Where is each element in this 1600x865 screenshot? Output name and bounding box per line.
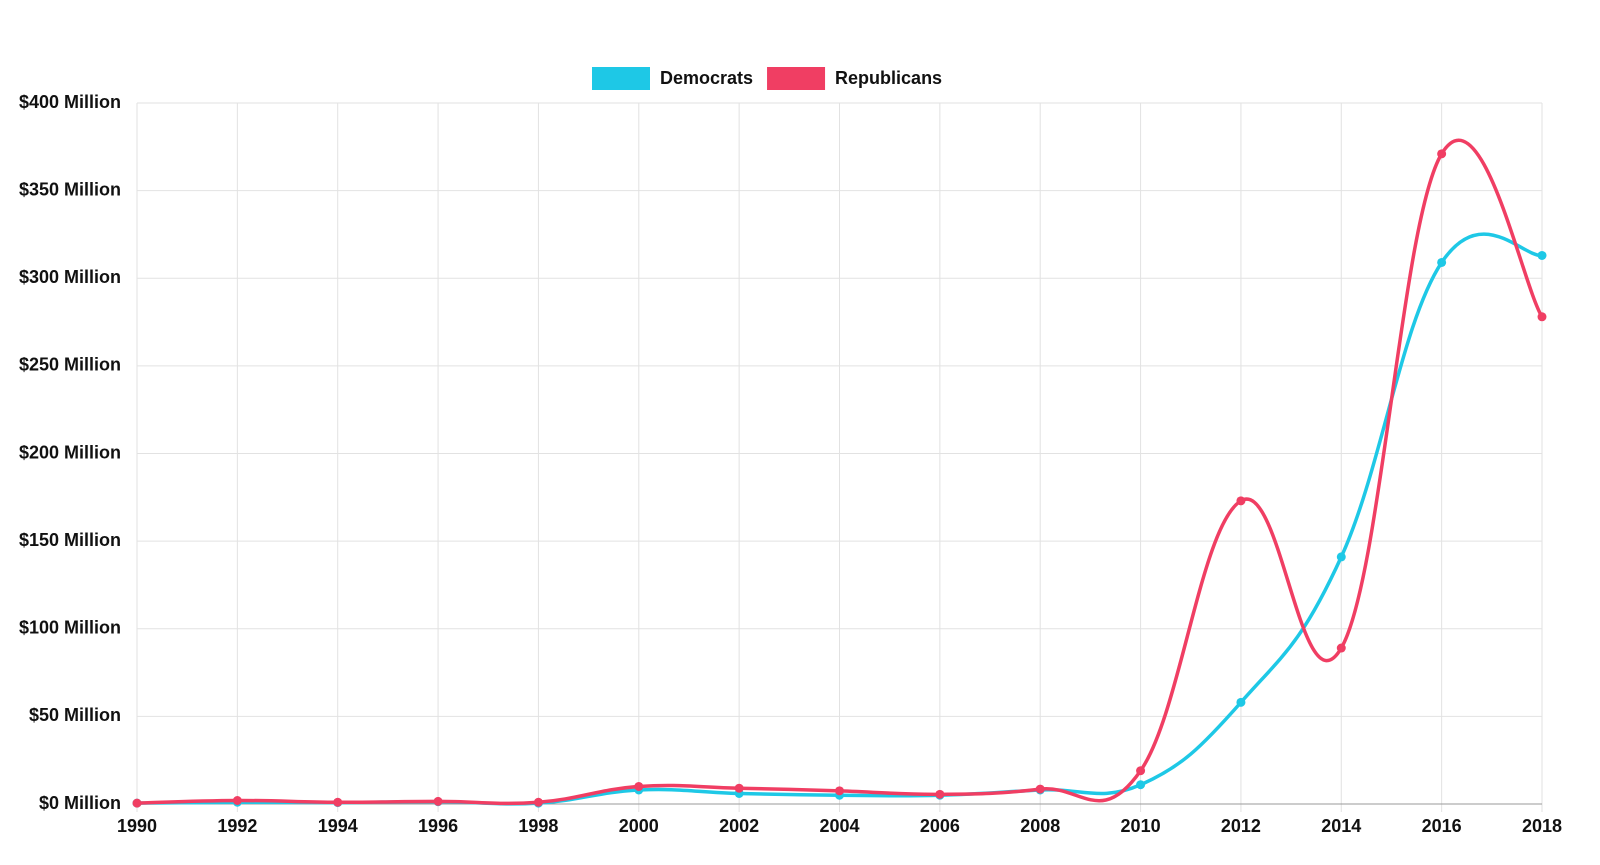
x-tick-label: 2014 <box>1321 816 1361 836</box>
y-tick-label: $50 Million <box>29 705 121 725</box>
data-point <box>1136 780 1146 790</box>
data-point <box>835 786 844 796</box>
legend-swatch <box>592 67 650 90</box>
x-tick-label: 2018 <box>1522 816 1562 836</box>
x-tick-label: 1994 <box>318 816 358 836</box>
data-point <box>1437 257 1447 267</box>
data-point <box>433 796 443 806</box>
data-point <box>1336 552 1346 562</box>
x-tick-label: 2010 <box>1121 816 1161 836</box>
legend-label: Republicans <box>835 68 942 88</box>
x-tick-label: 1998 <box>518 816 558 836</box>
data-point <box>1537 250 1547 260</box>
x-tick-label: 1992 <box>217 816 257 836</box>
legend-item: Republicans <box>767 67 942 90</box>
legend-item: Democrats <box>592 67 753 90</box>
data-point <box>1336 643 1346 653</box>
y-tick-label: $350 Million <box>19 179 121 199</box>
data-point <box>533 797 543 807</box>
x-tick-label: 2008 <box>1020 816 1060 836</box>
data-point <box>1437 149 1447 159</box>
x-tick-label: 2000 <box>619 816 659 836</box>
data-point <box>1236 697 1246 707</box>
y-tick-label: $150 Million <box>19 530 121 550</box>
x-tick-label: 2016 <box>1422 816 1462 836</box>
data-point <box>935 789 945 799</box>
data-point <box>1236 496 1246 506</box>
data-point <box>333 797 343 807</box>
y-tick-label: $200 Million <box>19 442 121 462</box>
x-tick-label: 2002 <box>719 816 759 836</box>
y-tick-label: $0 Million <box>39 793 121 813</box>
y-tick-label: $400 Million <box>19 92 121 112</box>
legend-swatch <box>767 67 826 90</box>
data-point <box>734 783 744 793</box>
x-tick-label: 1990 <box>117 816 157 836</box>
data-point <box>1035 784 1045 794</box>
y-tick-label: $250 Million <box>19 355 121 375</box>
data-point <box>1136 766 1146 776</box>
x-tick-label: 2006 <box>920 816 960 836</box>
x-tick-label: 2012 <box>1221 816 1261 836</box>
data-point <box>1537 312 1547 322</box>
data-point <box>132 798 142 808</box>
series-line <box>136 138 1544 806</box>
x-tick-label: 1996 <box>418 816 458 836</box>
data-point <box>634 781 644 791</box>
legend-label: Democrats <box>660 68 753 88</box>
data-point <box>232 795 242 805</box>
y-tick-label: $300 Million <box>19 267 121 287</box>
y-tick-label: $100 Million <box>19 618 121 638</box>
x-tick-label: 2004 <box>819 816 859 836</box>
